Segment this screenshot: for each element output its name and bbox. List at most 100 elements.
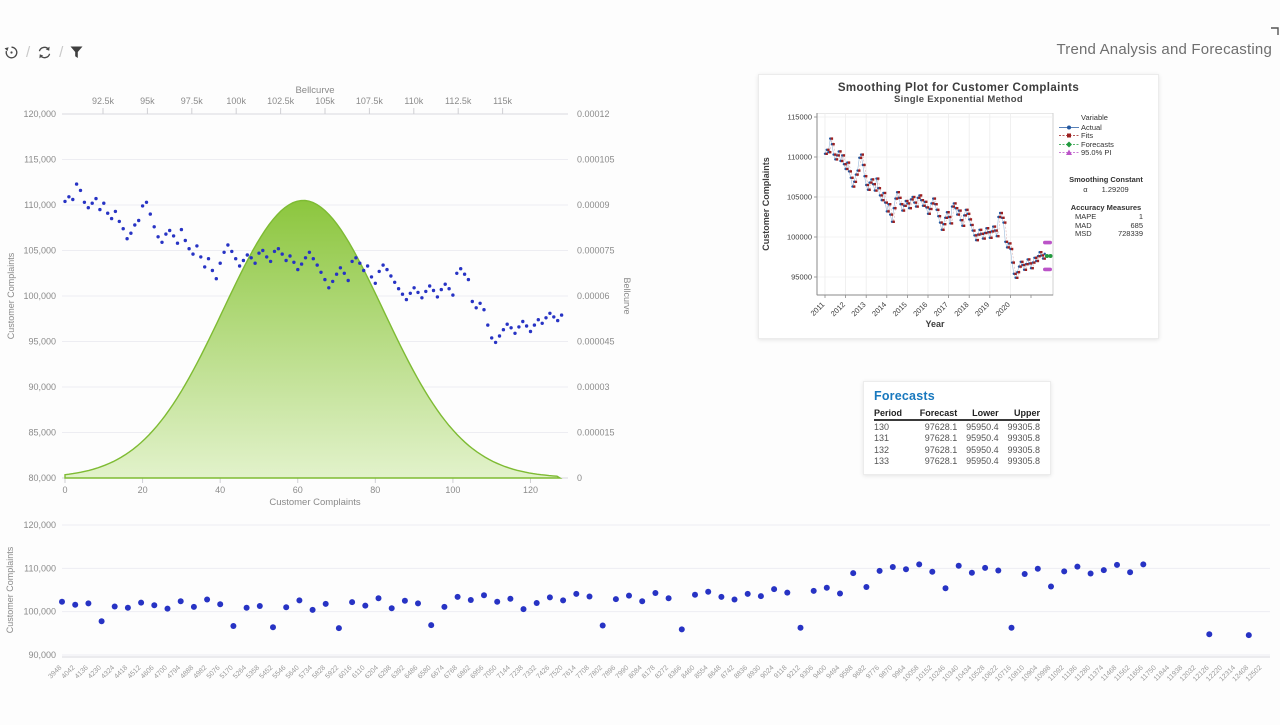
svg-text:0.00003: 0.00003 <box>577 382 610 392</box>
forecasts-table: Period Forecast Lower Upper 130 97628.1 95950… <box>874 408 1040 467</box>
svg-text:8084: 8084 <box>628 664 644 680</box>
svg-text:8460: 8460 <box>680 664 696 680</box>
svg-text:115,000: 115,000 <box>24 155 56 165</box>
svg-text:9400: 9400 <box>812 664 828 680</box>
complaints-scatter-chart[interactable]: 120,000 110,000 100,000 90,000 Customer Comp… <box>0 505 1280 725</box>
svg-text:0: 0 <box>577 473 582 483</box>
bottom-scatter-points[interactable] <box>59 561 1252 639</box>
svg-text:4136: 4136 <box>74 664 90 680</box>
svg-text:2017: 2017 <box>932 300 950 318</box>
svg-text:20: 20 <box>138 485 148 495</box>
fits-points[interactable] <box>825 137 1046 279</box>
svg-text:4042: 4042 <box>61 664 77 680</box>
legend-title: Variable <box>1081 113 1108 122</box>
svg-text:95000: 95000 <box>791 273 812 282</box>
svg-text:0: 0 <box>62 485 67 495</box>
svg-text:0.00006: 0.00006 <box>577 291 610 301</box>
svg-text:120: 120 <box>523 485 538 495</box>
legend-entry: Forecasts <box>1059 140 1155 149</box>
svg-text:0.000075: 0.000075 <box>577 246 615 256</box>
svg-text:6956: 6956 <box>469 664 485 680</box>
svg-text:8272: 8272 <box>654 664 670 680</box>
svg-text:0.000105: 0.000105 <box>577 155 615 165</box>
svg-text:8178: 8178 <box>641 664 657 680</box>
svg-text:7896: 7896 <box>601 664 617 680</box>
svg-text:8930: 8930 <box>746 664 762 680</box>
svg-text:80: 80 <box>370 485 380 495</box>
svg-text:9118: 9118 <box>773 664 789 680</box>
svg-text:100,000: 100,000 <box>23 607 56 617</box>
forecast-point[interactable] <box>1045 253 1049 258</box>
svg-text:5358: 5358 <box>245 664 261 680</box>
pi-upper-mark <box>1043 240 1052 245</box>
forecasts-row: 132 97628.1 95950.4 99305.8 <box>874 444 1040 455</box>
svg-text:105000: 105000 <box>787 193 812 202</box>
bellcurve-area[interactable] <box>64 199 563 479</box>
svg-text:97.5k: 97.5k <box>181 96 204 106</box>
svg-text:0.00009: 0.00009 <box>577 200 610 210</box>
svg-text:2015: 2015 <box>891 300 909 318</box>
svg-text:7238: 7238 <box>509 664 525 680</box>
forecasts-title: Forecasts <box>874 389 935 403</box>
svg-text:2013: 2013 <box>849 300 867 318</box>
svg-text:8836: 8836 <box>733 664 749 680</box>
toolbar-separator: / <box>59 44 64 61</box>
svg-text:5546: 5546 <box>272 664 288 680</box>
legend-entry: 95.0% PI <box>1059 148 1155 157</box>
forecasts-col-header: Period <box>874 408 910 421</box>
svg-text:2011: 2011 <box>809 300 827 318</box>
svg-text:5170: 5170 <box>219 664 235 680</box>
smoothing-xlabel: Year <box>925 319 945 329</box>
smoothing-plot-subtitle: Single Exponential Method <box>894 94 1023 105</box>
svg-text:110,000: 110,000 <box>24 563 56 573</box>
forecast-point[interactable] <box>1048 253 1053 258</box>
svg-text:9306: 9306 <box>799 664 815 680</box>
svg-text:102.5k: 102.5k <box>267 96 295 106</box>
svg-text:7614: 7614 <box>562 664 578 680</box>
svg-text:110000: 110000 <box>788 153 812 162</box>
svg-text:6580: 6580 <box>417 664 433 680</box>
svg-text:4606: 4606 <box>140 664 156 680</box>
undo-icon[interactable] <box>4 45 19 60</box>
svg-text:6016: 6016 <box>338 664 354 680</box>
svg-text:7990: 7990 <box>614 664 630 680</box>
forecasts-col-header: Forecast <box>909 408 958 421</box>
svg-text:60: 60 <box>293 485 303 495</box>
accuracy-measures-block: Accuracy Measures MAPE 1 MAD 685 MSD 728339 <box>1057 203 1155 239</box>
svg-text:4418: 4418 <box>113 664 129 680</box>
smoothing-plot-card[interactable]: Smoothing Plot for Customer Complaints S… <box>758 74 1159 339</box>
svg-text:2012: 2012 <box>829 300 847 318</box>
svg-text:4512: 4512 <box>127 664 143 680</box>
svg-text:0.000015: 0.000015 <box>577 428 615 438</box>
smoothing-legend: Variable Actual Fits Forecasts 95.0% PI <box>1059 113 1155 157</box>
svg-text:5828: 5828 <box>311 664 327 680</box>
svg-text:9212: 9212 <box>786 664 802 680</box>
svg-text:92.5k: 92.5k <box>92 96 115 106</box>
svg-text:9494: 9494 <box>825 664 841 680</box>
bellcurve-chart[interactable]: 120,000 0.00012 115,000 0.000105 110,000 0.00… <box>0 80 640 515</box>
svg-text:9870: 9870 <box>878 664 894 680</box>
svg-text:7520: 7520 <box>549 664 565 680</box>
forecasts-row: 130 97628.1 95950.4 99305.8 <box>874 421 1040 432</box>
svg-text:2019: 2019 <box>973 300 991 318</box>
svg-text:5264: 5264 <box>232 664 248 680</box>
expand-corner-icon[interactable] <box>1270 26 1280 44</box>
svg-text:100k: 100k <box>226 96 246 106</box>
filter-icon[interactable] <box>70 46 83 59</box>
svg-text:8366: 8366 <box>667 664 683 680</box>
svg-text:4982: 4982 <box>193 664 209 680</box>
svg-text:95,000: 95,000 <box>28 337 56 347</box>
svg-text:7332: 7332 <box>522 664 538 680</box>
refresh-icon[interactable] <box>37 45 52 60</box>
svg-text:2020: 2020 <box>994 300 1012 318</box>
svg-text:4794: 4794 <box>166 664 182 680</box>
scatter-points[interactable] <box>63 182 564 345</box>
right-axis-title: Bellcurve <box>622 277 632 314</box>
svg-text:100000: 100000 <box>787 233 812 242</box>
svg-text:105,000: 105,000 <box>23 246 56 256</box>
svg-text:5452: 5452 <box>258 664 274 680</box>
svg-text:90,000: 90,000 <box>28 382 56 392</box>
svg-text:6486: 6486 <box>403 664 419 680</box>
forecasts-row: 133 97628.1 95950.4 99305.8 <box>874 456 1040 466</box>
smoothing-constant-block: Smoothing Constant α 1.29209 <box>1057 175 1155 194</box>
